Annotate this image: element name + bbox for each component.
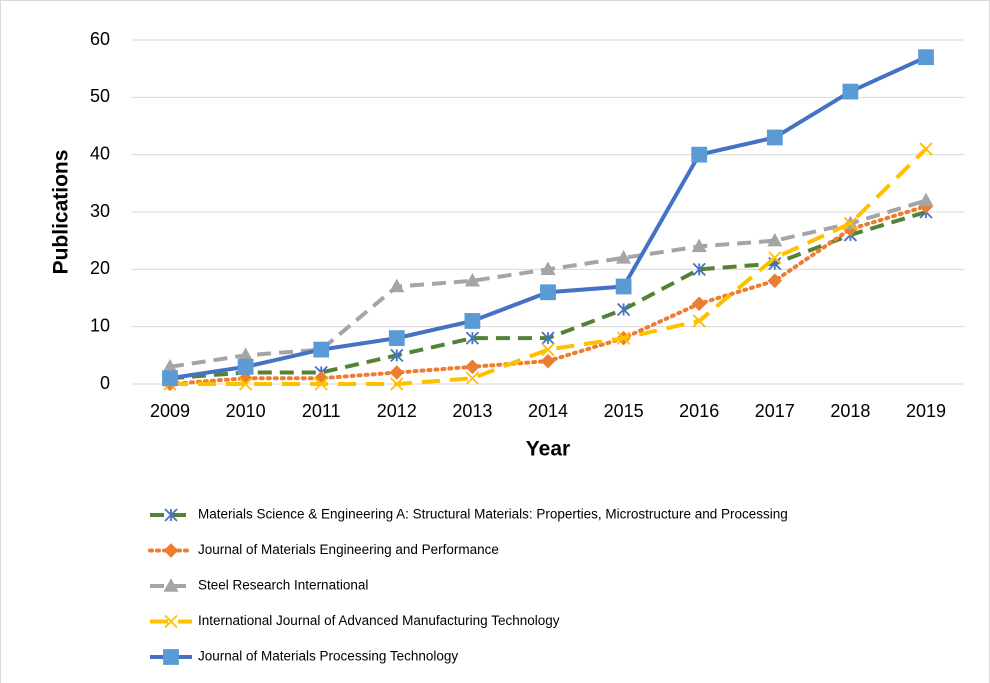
marker — [162, 370, 178, 387]
legend-label: Journal of Materials Processing Technolo… — [198, 649, 458, 664]
x-tick-label: 2016 — [679, 401, 719, 421]
x-tick-label: 2013 — [452, 401, 492, 421]
marker — [465, 331, 480, 345]
marker — [540, 353, 556, 369]
y-tick-label: 30 — [90, 201, 110, 221]
x-tick-label: 2011 — [302, 401, 341, 421]
y-tick-label: 0 — [100, 373, 110, 393]
marker — [767, 232, 783, 247]
x-tick-label: 2019 — [906, 401, 946, 421]
x-tick-label: 2018 — [830, 401, 870, 421]
marker — [541, 342, 555, 357]
marker — [691, 296, 707, 312]
marker — [540, 261, 556, 276]
legend-label: International Journal of Advanced Manufa… — [198, 613, 560, 628]
marker — [389, 365, 405, 380]
marker — [692, 314, 706, 328]
series-line — [169, 55, 927, 381]
marker — [540, 284, 556, 301]
x-tick-label: 2010 — [226, 401, 266, 421]
marker — [842, 83, 859, 100]
marker — [390, 348, 404, 362]
x-tick-label: 2014 — [528, 401, 568, 421]
marker — [615, 278, 632, 295]
x-tick-label: 2012 — [377, 401, 417, 421]
x-tick-label: 2017 — [755, 401, 795, 421]
marker — [237, 358, 254, 375]
series-line — [170, 147, 928, 386]
marker — [616, 250, 632, 264]
marker — [768, 251, 782, 265]
y-tick-label: 40 — [90, 143, 110, 163]
marker — [843, 216, 858, 231]
marker — [238, 377, 253, 391]
marker — [464, 272, 480, 287]
y-tick-label: 10 — [90, 315, 110, 335]
marker — [691, 238, 707, 253]
legend-label: Materials Science & Engineering A: Struc… — [198, 507, 788, 522]
marker — [314, 377, 328, 391]
marker — [388, 330, 405, 347]
marker — [541, 331, 555, 345]
marker — [616, 302, 631, 317]
marker — [464, 313, 481, 329]
legend-marker — [163, 578, 179, 592]
legend-marker — [163, 543, 179, 558]
x-axis-label: Year — [526, 438, 570, 461]
marker — [390, 377, 404, 391]
legend-label: Journal of Materials Engineering and Per… — [198, 542, 499, 557]
marker — [465, 359, 480, 375]
marker — [918, 49, 934, 66]
marker — [465, 371, 480, 385]
y-tick-label: 20 — [90, 258, 110, 278]
x-tick-label: 2015 — [604, 401, 644, 421]
marker — [616, 331, 631, 345]
marker — [919, 142, 933, 156]
legend-label: Steel Research International — [198, 578, 368, 593]
y-tick-label: 50 — [90, 86, 110, 106]
y-tick-label: 60 — [90, 29, 110, 49]
x-tick-label: 2009 — [150, 401, 190, 421]
marker — [766, 129, 783, 146]
marker — [691, 146, 708, 163]
marker — [767, 273, 783, 289]
legend-marker — [164, 508, 178, 522]
legend-marker — [163, 649, 179, 665]
marker — [918, 192, 934, 207]
y-axis-label: Publications — [50, 150, 73, 275]
marker — [313, 341, 330, 358]
marker — [692, 262, 706, 276]
marker — [389, 278, 405, 293]
legend-marker — [164, 614, 178, 629]
